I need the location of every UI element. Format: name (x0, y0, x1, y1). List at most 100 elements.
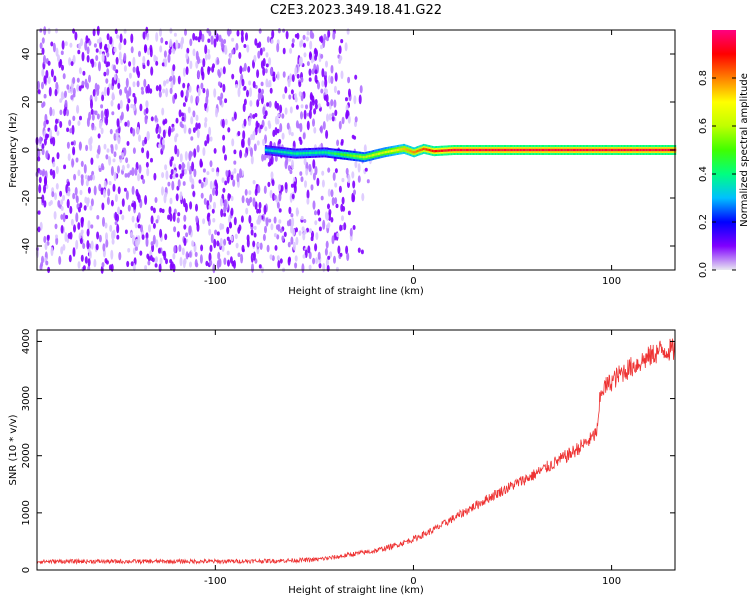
noise-speck (243, 98, 247, 106)
noise-speck (115, 69, 119, 74)
noise-speck (136, 126, 140, 135)
noise-speck (117, 206, 121, 215)
noise-speck (294, 66, 298, 77)
signal-core (312, 151, 314, 155)
noise-speck (138, 164, 142, 174)
signal-core (272, 149, 274, 153)
noise-speck (197, 56, 200, 65)
snr-y-tick-label: 0 (21, 567, 32, 573)
noise-speck (351, 171, 355, 179)
noise-speck (131, 185, 135, 195)
noise-speck (68, 119, 72, 127)
noise-speck (314, 210, 317, 216)
noise-speck (82, 243, 86, 249)
noise-speck (239, 65, 243, 75)
signal-core (443, 149, 445, 152)
noise-speck (130, 261, 134, 267)
noise-speck (55, 47, 59, 57)
noise-speck (341, 215, 344, 222)
colorbar-tick-label: 0.6 (698, 118, 709, 134)
noise-speck (195, 215, 199, 223)
noise-speck (327, 30, 331, 38)
signal-core (520, 148, 522, 152)
noise-speck (303, 229, 307, 235)
noise-speck (134, 167, 138, 176)
noise-speck (199, 158, 203, 168)
noise-speck (253, 143, 257, 152)
noise-speck (153, 54, 157, 63)
noise-speck (197, 70, 201, 79)
noise-speck (105, 232, 108, 242)
noise-speck (87, 175, 91, 182)
signal-core (600, 148, 602, 152)
signal-core (597, 148, 599, 152)
noise-speck (51, 108, 55, 117)
signal-core (538, 148, 540, 152)
signal-core (508, 148, 510, 152)
signal-core (439, 149, 441, 152)
noise-speck (135, 238, 139, 247)
noise-speck (331, 235, 335, 245)
signal-core (318, 151, 320, 154)
carrier-signal-trace (264, 143, 677, 163)
signal-core (457, 148, 459, 152)
noise-speck (284, 86, 288, 94)
noise-speck (38, 184, 42, 194)
signal-core (427, 148, 429, 152)
signal-core (621, 148, 623, 152)
noise-speck (191, 161, 195, 172)
noise-speck (194, 251, 198, 257)
noise-speck (208, 204, 212, 210)
noise-speck (244, 152, 248, 158)
noise-speck (214, 179, 218, 187)
noise-speck (218, 34, 222, 42)
noise-speck (174, 92, 178, 100)
noise-speck (318, 262, 322, 269)
noise-speck (294, 33, 298, 38)
noise-speck (49, 168, 53, 176)
signal-core (313, 151, 315, 154)
noise-speck (282, 28, 286, 33)
snr-line (36, 338, 676, 565)
noise-speck (41, 81, 44, 90)
noise-speck (172, 212, 176, 223)
noise-speck (123, 38, 127, 46)
noise-speck (96, 25, 100, 36)
signal-core (603, 148, 605, 152)
noise-speck (66, 198, 70, 209)
noise-speck (139, 103, 143, 112)
noise-speck (185, 89, 189, 99)
noise-speck (212, 63, 215, 69)
noise-speck (131, 215, 135, 223)
signal-core (620, 148, 622, 152)
noise-speck (172, 48, 176, 55)
noise-speck (239, 168, 242, 179)
noise-speck (64, 41, 68, 46)
noise-speck (37, 156, 41, 162)
noise-speck (181, 247, 185, 256)
noise-speck (137, 223, 141, 229)
noise-speck (357, 163, 361, 173)
noise-speck (67, 232, 71, 239)
signal-core (389, 150, 391, 153)
signal-core (405, 148, 407, 151)
noise-speck (202, 168, 206, 173)
noise-speck (229, 53, 232, 59)
noise-speck (315, 257, 319, 265)
noise-speck (123, 187, 127, 192)
noise-speck (132, 56, 136, 67)
noise-speck (200, 192, 204, 199)
noise-speck (96, 84, 100, 91)
noise-speck (287, 165, 291, 171)
signal-core (377, 152, 379, 155)
signal-core (675, 148, 677, 152)
noise-speck (115, 136, 119, 141)
noise-speck (185, 251, 189, 260)
signal-core (417, 149, 419, 153)
noise-speck (206, 171, 210, 176)
noise-speck (49, 129, 53, 139)
signal-core (388, 150, 390, 153)
noise-speck (154, 197, 158, 203)
noise-speck (232, 179, 236, 187)
snr-y-tick-label: 4000 (21, 329, 32, 354)
